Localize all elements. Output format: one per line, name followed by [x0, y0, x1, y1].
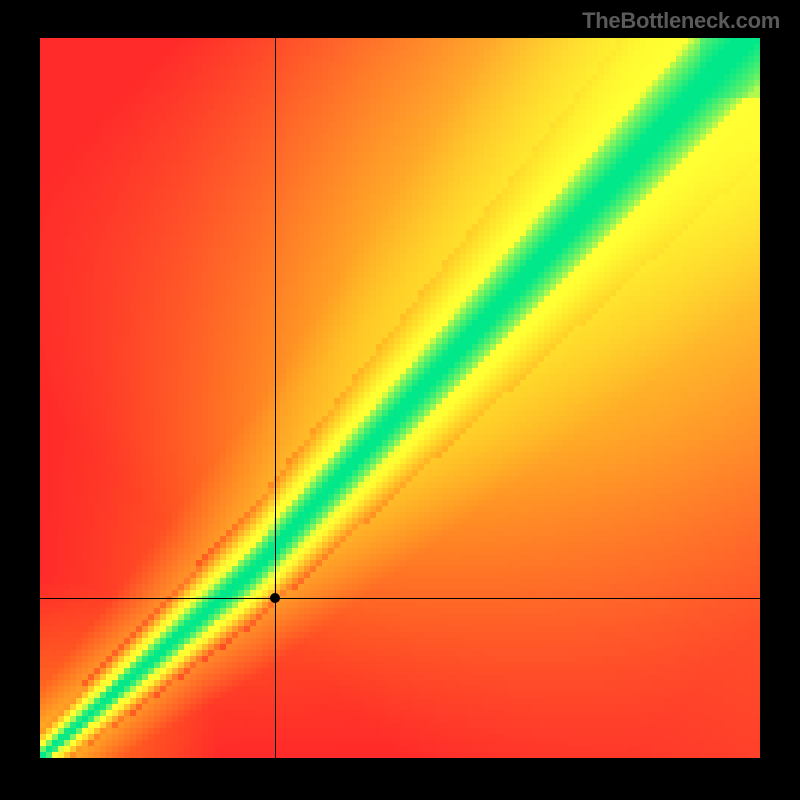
heatmap-plot: [40, 38, 760, 758]
chart-container: TheBottleneck.com: [0, 0, 800, 800]
watermark-text: TheBottleneck.com: [582, 8, 780, 34]
crosshair-horizontal: [40, 598, 760, 599]
crosshair-vertical: [275, 38, 276, 758]
heatmap-canvas: [40, 38, 760, 758]
